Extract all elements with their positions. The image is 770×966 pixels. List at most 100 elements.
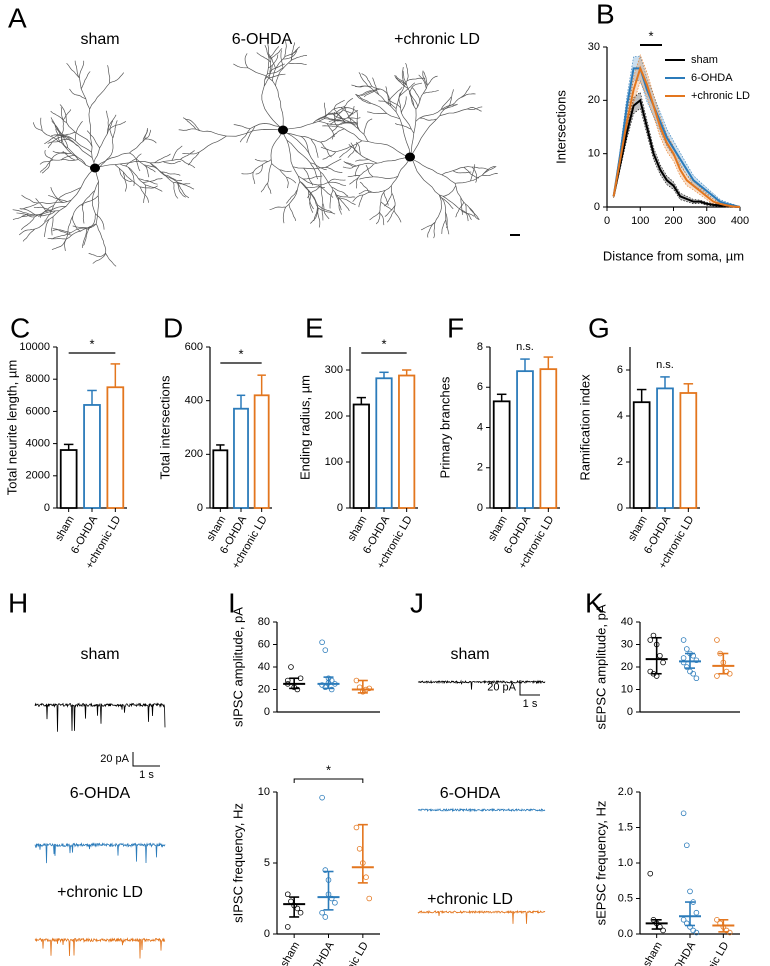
neurite [467, 106, 483, 110]
data-point [353, 824, 360, 831]
neurite [455, 201, 465, 218]
neurite [434, 194, 442, 223]
neurite [50, 110, 67, 123]
neurite [322, 151, 337, 160]
neurite [454, 175, 483, 184]
bar [253, 394, 270, 509]
neurite [60, 119, 64, 143]
neurite [51, 234, 68, 240]
neurite [405, 62, 409, 81]
x-tick-label: 200 [664, 215, 682, 227]
neurite [16, 212, 35, 218]
x-tick-label: +chronic LD [692, 940, 732, 966]
y-axis-label: sIPSC amplitude, pA [230, 607, 245, 727]
neurite [400, 96, 407, 113]
neurite [324, 102, 327, 117]
neurite [334, 192, 342, 211]
neurite [53, 187, 82, 206]
neurite [441, 96, 452, 110]
y-tick-label: 6000 [26, 405, 50, 417]
neurite [285, 189, 298, 204]
neurite [409, 115, 441, 158]
neuron [12, 60, 196, 267]
y-tick-label: 40 [621, 616, 633, 628]
neurite [328, 178, 346, 183]
neurite [72, 225, 92, 229]
neurite [59, 167, 96, 212]
x-tick-label: sham [53, 514, 77, 543]
neurite [280, 50, 284, 69]
neurite [362, 190, 386, 196]
neurite [419, 117, 437, 121]
neurite [367, 85, 391, 107]
neurite [269, 63, 285, 72]
y-axis-label: Ending radius, µm [297, 375, 312, 480]
y-tick-label: 10 [588, 148, 600, 160]
neurite [268, 53, 276, 69]
neurite [372, 77, 380, 95]
y-tick-label: 2.0 [618, 786, 633, 798]
neurite [343, 161, 354, 167]
y-tick-label: 0 [44, 502, 50, 514]
neurite [144, 138, 157, 144]
trace [34, 702, 166, 732]
neurite [52, 229, 71, 234]
neurite [125, 153, 142, 167]
neurite [47, 237, 67, 240]
bar [632, 401, 651, 509]
neurite [67, 147, 87, 166]
neurite [106, 114, 117, 134]
neurite [482, 173, 498, 177]
neurite [468, 207, 480, 220]
neurite [88, 252, 106, 257]
trace [34, 842, 166, 864]
neurite [394, 75, 407, 86]
neurite [389, 86, 403, 101]
neurite [54, 132, 76, 136]
neurite [320, 146, 336, 153]
neurite [271, 163, 287, 178]
neurite [244, 53, 249, 69]
neurite [342, 166, 354, 169]
neurite [44, 150, 54, 161]
neuron [178, 41, 361, 228]
neurite [409, 109, 417, 158]
trace [417, 679, 546, 690]
neurite [386, 210, 395, 223]
neurite [180, 150, 195, 160]
y-tick-label: 1.0 [618, 857, 633, 869]
neurite [365, 164, 374, 178]
y-axis-label: sEPSC amplitude, pA [593, 604, 608, 729]
neurite [20, 202, 39, 210]
neurite [287, 133, 321, 143]
y-tick-label: 100 [325, 456, 343, 468]
neurite [283, 50, 298, 60]
x-tick-label: +chronic LD [331, 940, 371, 966]
neurite [359, 181, 370, 193]
neurite [35, 198, 49, 213]
x-tick-label: 100 [631, 215, 649, 227]
neurite [80, 71, 91, 90]
bar [679, 392, 698, 509]
neurite [162, 160, 181, 165]
y-axis-label: Intersections [553, 90, 568, 164]
bar [212, 449, 229, 509]
neurite [324, 117, 348, 121]
neurite [128, 167, 135, 187]
neurite [363, 88, 381, 98]
x-tick-label: 0 [604, 215, 610, 227]
neurite [88, 108, 96, 169]
neurite [268, 73, 286, 79]
soma [278, 125, 288, 135]
condition-label: 6-OHDA [232, 31, 293, 48]
y-tick-label: 40 [258, 661, 270, 673]
y-tick-label: 2 [477, 462, 483, 474]
neurite [415, 85, 428, 110]
y-tick-label: 0 [264, 928, 270, 940]
neurite [173, 182, 179, 199]
data-point [680, 655, 687, 661]
neurite [322, 125, 338, 128]
legend-label: sham [691, 54, 718, 66]
neurite [264, 44, 272, 60]
neurite [122, 171, 127, 192]
